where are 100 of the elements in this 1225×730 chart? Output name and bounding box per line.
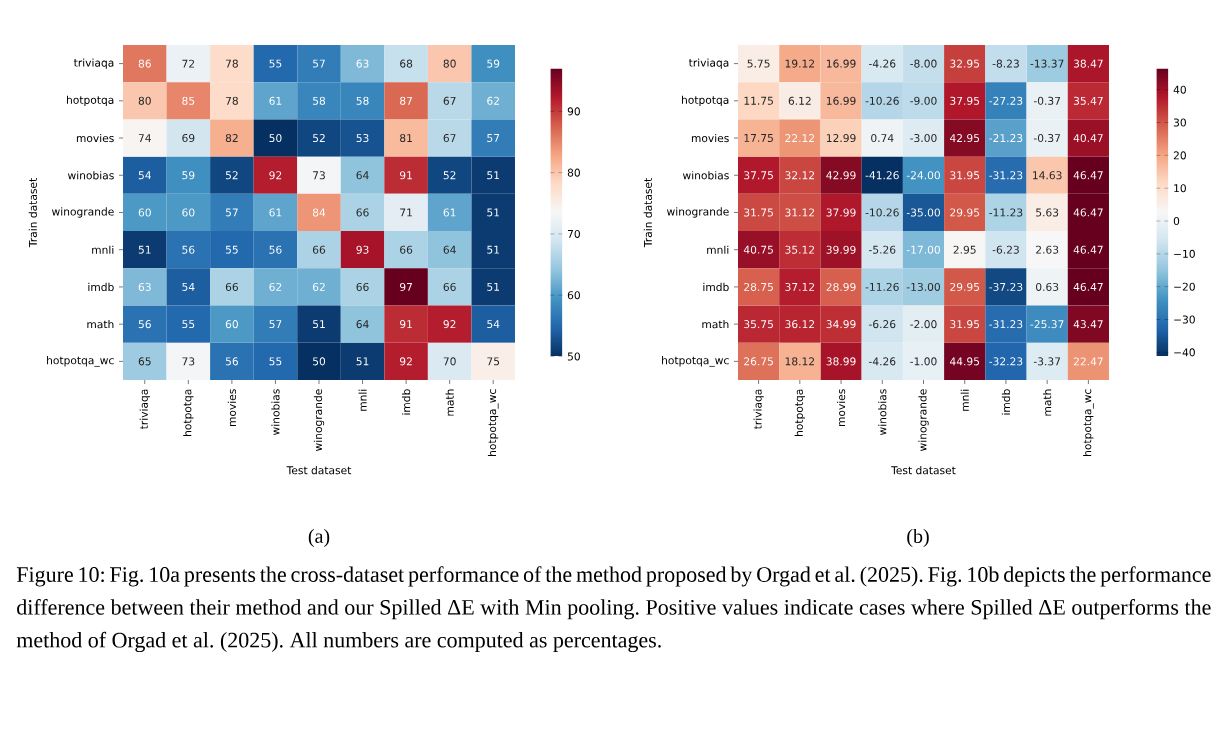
x-tick-label: triviaqa	[753, 389, 764, 430]
color-bar-label: 20	[1173, 151, 1186, 160]
data-label: 0.74	[871, 134, 894, 143]
data-label: 56	[225, 357, 238, 366]
data-label: -31.23	[989, 320, 1023, 329]
data-label: 86	[138, 59, 151, 68]
data-label: -1.00	[910, 357, 937, 366]
data-label: 11.75	[744, 96, 773, 105]
color-bar-label: 10	[1174, 184, 1186, 193]
data-label: 16.99	[826, 59, 856, 68]
data-label: 78	[225, 59, 238, 68]
data-label: 32.12	[785, 171, 815, 180]
data-label: 37.99	[826, 208, 856, 217]
data-label: -3.00	[910, 134, 937, 143]
data-label: 52	[225, 171, 238, 180]
data-label: 55	[269, 357, 282, 366]
color-bar-label: 90	[567, 107, 580, 116]
data-label: 19.12	[785, 59, 815, 68]
data-label: -13.37	[1030, 59, 1064, 68]
x-tick-label: hotpotqa_wc	[487, 389, 499, 456]
data-label: 62	[312, 282, 325, 291]
y-tick-label: winobias	[67, 171, 114, 180]
data-label: 80	[443, 59, 456, 68]
data-label: -11.23	[989, 208, 1023, 217]
x-axis-title: Test dataset	[286, 466, 352, 475]
color-bar-label: 50	[567, 352, 580, 361]
x-tick-label: hotpotqa	[794, 389, 805, 436]
data-label: 50	[269, 134, 282, 143]
caption: Figure 10: Fig. 10a presents the cross-dataset performance of the method proposed by Orgad et al. (2025). Fig. 10b depicts the performance difference between their method and our Spilled ΔE with Min pooling. Positive values indicate cases where Spilled ΔE outperforms the method of Orgad et al. (2025). All numbers are computed as percentages.	[16, 566, 1211, 653]
color-bar-label: −30	[1174, 315, 1195, 324]
data-label: -32.23	[989, 357, 1023, 366]
x-tick-label: math	[445, 389, 454, 416]
data-label: 37.12	[785, 282, 815, 291]
data-label: 35.12	[785, 245, 815, 254]
data-label: 35.75	[744, 320, 773, 329]
data-label: 52	[313, 134, 325, 143]
data-label: 42.95	[949, 134, 980, 143]
data-label: 58	[313, 96, 326, 105]
data-label: 14.63	[1033, 171, 1062, 180]
data-label: 61	[443, 208, 456, 217]
data-label: 17.75	[744, 134, 773, 142]
data-label: 51	[487, 171, 500, 180]
data-label: -37.23	[989, 282, 1023, 291]
data-label: 46.47	[1073, 171, 1103, 180]
data-label: 66	[400, 245, 413, 254]
data-label: 80	[138, 96, 151, 105]
data-label: 51	[138, 245, 151, 254]
data-label: 32.95	[950, 59, 980, 68]
data-label: 34.99	[826, 320, 856, 329]
color-bar-label: −10	[1174, 249, 1195, 258]
data-label: 69	[182, 134, 195, 143]
data-label: 5.75	[747, 59, 770, 68]
data-label: 36.12	[785, 320, 815, 329]
data-label: 28.75	[744, 282, 773, 291]
data-label: 37.95	[950, 96, 980, 105]
data-label: 51	[356, 357, 369, 366]
data-label: 60	[225, 320, 238, 329]
data-label: 53	[356, 134, 369, 143]
x-tick-label: winogrande	[313, 389, 325, 452]
data-label: -10.26	[865, 96, 899, 105]
y-tick-label: mnli	[92, 245, 114, 254]
data-label: 65	[138, 357, 151, 366]
data-label: -9.00	[910, 96, 937, 105]
data-label: 63	[138, 282, 151, 291]
y-tick-label: movies	[691, 133, 729, 143]
data-label: -13.00	[906, 282, 940, 291]
y-tick-label: hotpotqa	[682, 95, 729, 106]
data-label: -4.26	[869, 59, 896, 68]
data-label: -2.00	[910, 320, 937, 329]
data-label: -27.23	[989, 96, 1023, 105]
data-label: 56	[138, 320, 151, 329]
y-tick-label: hotpotqa_wc	[662, 356, 729, 367]
data-label: 22.47	[1073, 357, 1103, 366]
data-label: -21.23	[989, 134, 1023, 143]
data-label: 78	[225, 96, 238, 105]
data-label: 57	[487, 134, 500, 142]
y-tick-label: movies	[76, 133, 114, 143]
data-label: 35.47	[1073, 96, 1103, 105]
data-label: 2.95	[953, 245, 976, 254]
x-tick-label: mnli	[358, 389, 367, 411]
data-label: 67	[443, 134, 456, 143]
data-label: 97	[399, 282, 412, 291]
y-tick-label: triviaqa	[73, 58, 114, 69]
data-label: 55	[269, 59, 282, 68]
data-label: 92	[269, 171, 282, 180]
data-label: 66	[225, 282, 238, 291]
data-label: -4.26	[869, 357, 896, 366]
y-tick-label: hotpotqa	[67, 95, 114, 106]
data-label: 46.47	[1073, 282, 1103, 291]
x-tick-label: triviaqa	[139, 389, 150, 430]
data-label: 91	[399, 171, 412, 180]
data-label: 26.75	[744, 357, 773, 366]
x-tick-label: winogrande	[918, 389, 929, 452]
y-tick-label: math	[702, 320, 729, 329]
color-bar-label: 0	[1173, 216, 1180, 226]
x-tick-label: math	[1043, 389, 1052, 416]
data-label: 39.99	[826, 245, 856, 254]
data-label: 73	[182, 357, 195, 366]
data-label: -10.26	[865, 208, 899, 217]
data-label: 51	[487, 208, 500, 217]
